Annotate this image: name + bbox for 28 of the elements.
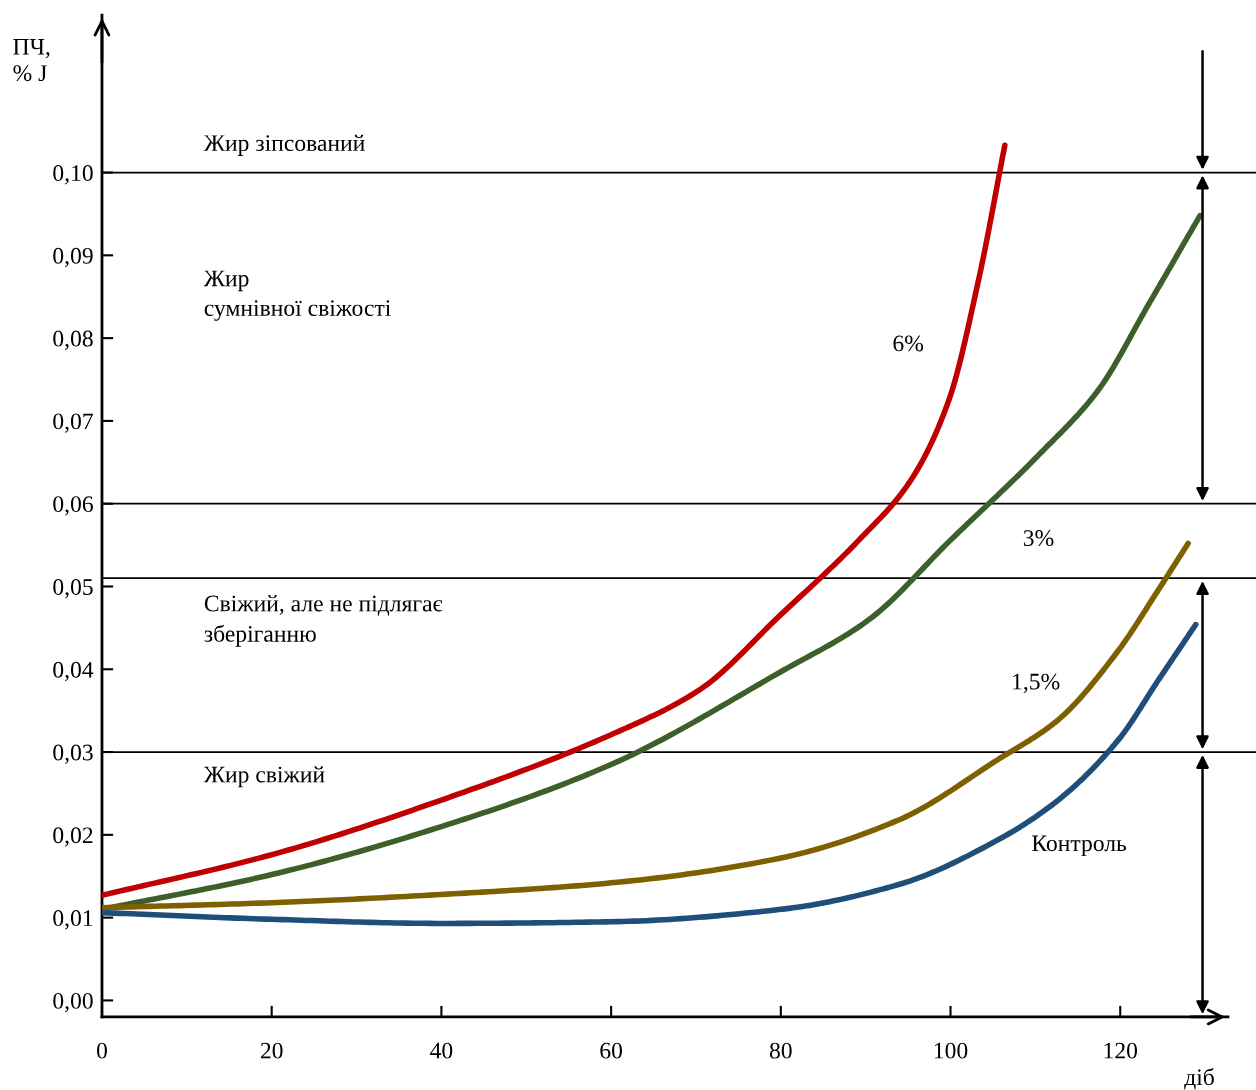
annotation: Жир сумнівної свіжості <box>203 270 391 321</box>
y-tick-label: 0,01 <box>53 910 93 930</box>
y-tick-label: 0,06 <box>53 496 93 516</box>
annotation: Жир зіпсований <box>203 134 365 156</box>
x-tick-label: 100 <box>934 1042 968 1059</box>
y-tick-label: 0,09 <box>53 247 93 268</box>
y-tick-label: 0,04 <box>53 661 94 682</box>
series-label: Контроль <box>1032 835 1127 857</box>
x-tick-label: 80 <box>769 1042 792 1059</box>
y-tick-label: 0,08 <box>53 330 93 350</box>
y-tick-label: 0,02 <box>53 827 93 847</box>
y-tick-label: 0,03 <box>53 744 93 764</box>
y-tick-label: 0,00 <box>53 992 93 1013</box>
y-axis-title: ПЧ, % J <box>13 39 50 82</box>
y-tick-label: 0,05 <box>53 578 93 599</box>
y-tick-label: 0,10 <box>53 165 93 185</box>
x-tick-label: 20 <box>260 1042 283 1059</box>
annotation: Жир свіжий <box>203 766 325 788</box>
x-tick-label: 40 <box>430 1042 453 1059</box>
x-tick-label: 60 <box>600 1042 623 1059</box>
x-axis-title: діб <box>1184 1068 1214 1090</box>
series-label: 1,5% <box>1013 673 1060 693</box>
annotation: Свіжий, але не підлягає зберіганню <box>204 595 443 647</box>
series-label: 3% <box>1023 530 1054 547</box>
series-label: 6% <box>893 335 924 352</box>
x-tick-label: 0 <box>96 1042 107 1059</box>
y-tick-label: 0,07 <box>53 413 93 433</box>
x-tick-label: 120 <box>1104 1042 1138 1059</box>
